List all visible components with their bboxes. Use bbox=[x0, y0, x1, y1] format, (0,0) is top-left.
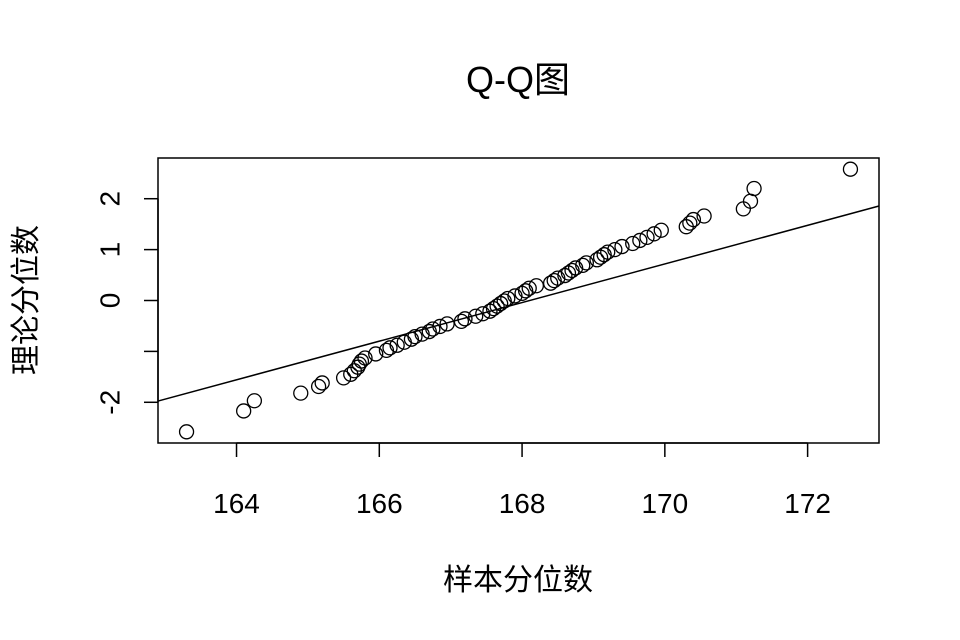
data-point bbox=[293, 385, 309, 401]
data-point bbox=[500, 290, 516, 307]
data-point bbox=[596, 247, 612, 263]
data-point bbox=[578, 255, 594, 271]
y-tick-label: 2 bbox=[95, 191, 126, 207]
x-axis: 164 166 168 170 172 bbox=[213, 442, 831, 519]
data-point bbox=[378, 342, 395, 359]
data-point bbox=[696, 208, 712, 224]
data-point bbox=[351, 356, 367, 372]
data-point bbox=[607, 241, 623, 258]
data-point bbox=[425, 321, 441, 337]
data-point bbox=[653, 222, 669, 238]
data-point bbox=[453, 313, 470, 330]
data-point bbox=[310, 378, 327, 395]
data-point bbox=[382, 340, 398, 356]
data-point bbox=[528, 278, 544, 294]
data-point bbox=[567, 260, 584, 276]
x-tick-label: 170 bbox=[641, 488, 688, 519]
y-tick-label: 0 bbox=[95, 293, 126, 309]
data-point bbox=[550, 270, 566, 286]
x-tick-label: 164 bbox=[213, 488, 260, 519]
data-point bbox=[614, 238, 630, 255]
data-point bbox=[842, 161, 859, 177]
data-point bbox=[475, 306, 491, 322]
reference-line-group bbox=[157, 205, 880, 402]
data-point bbox=[746, 180, 762, 197]
data-point bbox=[468, 308, 484, 324]
data-point bbox=[368, 346, 384, 362]
data-point bbox=[507, 288, 523, 304]
x-tick-label: 166 bbox=[356, 488, 403, 519]
data-point bbox=[564, 262, 580, 279]
data-point bbox=[575, 257, 591, 274]
chart-title: Q-Q图 bbox=[466, 59, 570, 100]
data-point bbox=[414, 326, 430, 342]
data-point bbox=[639, 229, 655, 246]
data-point bbox=[517, 283, 534, 299]
data-point bbox=[236, 403, 252, 419]
data-point bbox=[685, 211, 702, 228]
data-point bbox=[407, 328, 423, 345]
data-point bbox=[421, 323, 437, 340]
y-tick-label: -2 bbox=[95, 390, 126, 415]
y-axis: -2 0 1 2 bbox=[95, 191, 159, 415]
x-tick-label: 168 bbox=[499, 488, 546, 519]
data-point bbox=[682, 215, 698, 231]
plot-frame bbox=[157, 157, 880, 444]
data-point bbox=[432, 318, 448, 335]
data-point bbox=[600, 244, 616, 260]
data-point bbox=[246, 393, 263, 409]
x-axis-label: 样本分位数 bbox=[443, 564, 593, 597]
data-point bbox=[457, 311, 473, 327]
data-point bbox=[389, 337, 405, 353]
data-point bbox=[496, 293, 512, 309]
data-point bbox=[625, 235, 641, 252]
data-point bbox=[439, 316, 455, 332]
qq-reference-line bbox=[157, 205, 880, 402]
data-points bbox=[178, 161, 859, 440]
data-point bbox=[646, 226, 662, 242]
data-point bbox=[335, 370, 352, 386]
data-point bbox=[403, 331, 420, 347]
data-point bbox=[353, 353, 370, 369]
data-point bbox=[546, 273, 562, 289]
data-point bbox=[632, 232, 648, 249]
y-tick-label: 1 bbox=[95, 242, 126, 258]
x-tick-label: 172 bbox=[784, 488, 831, 519]
data-point bbox=[357, 350, 373, 366]
data-point bbox=[521, 280, 537, 296]
y-axis-label: 理论分位数 bbox=[10, 225, 43, 375]
data-point bbox=[178, 424, 195, 440]
data-point bbox=[314, 375, 330, 391]
